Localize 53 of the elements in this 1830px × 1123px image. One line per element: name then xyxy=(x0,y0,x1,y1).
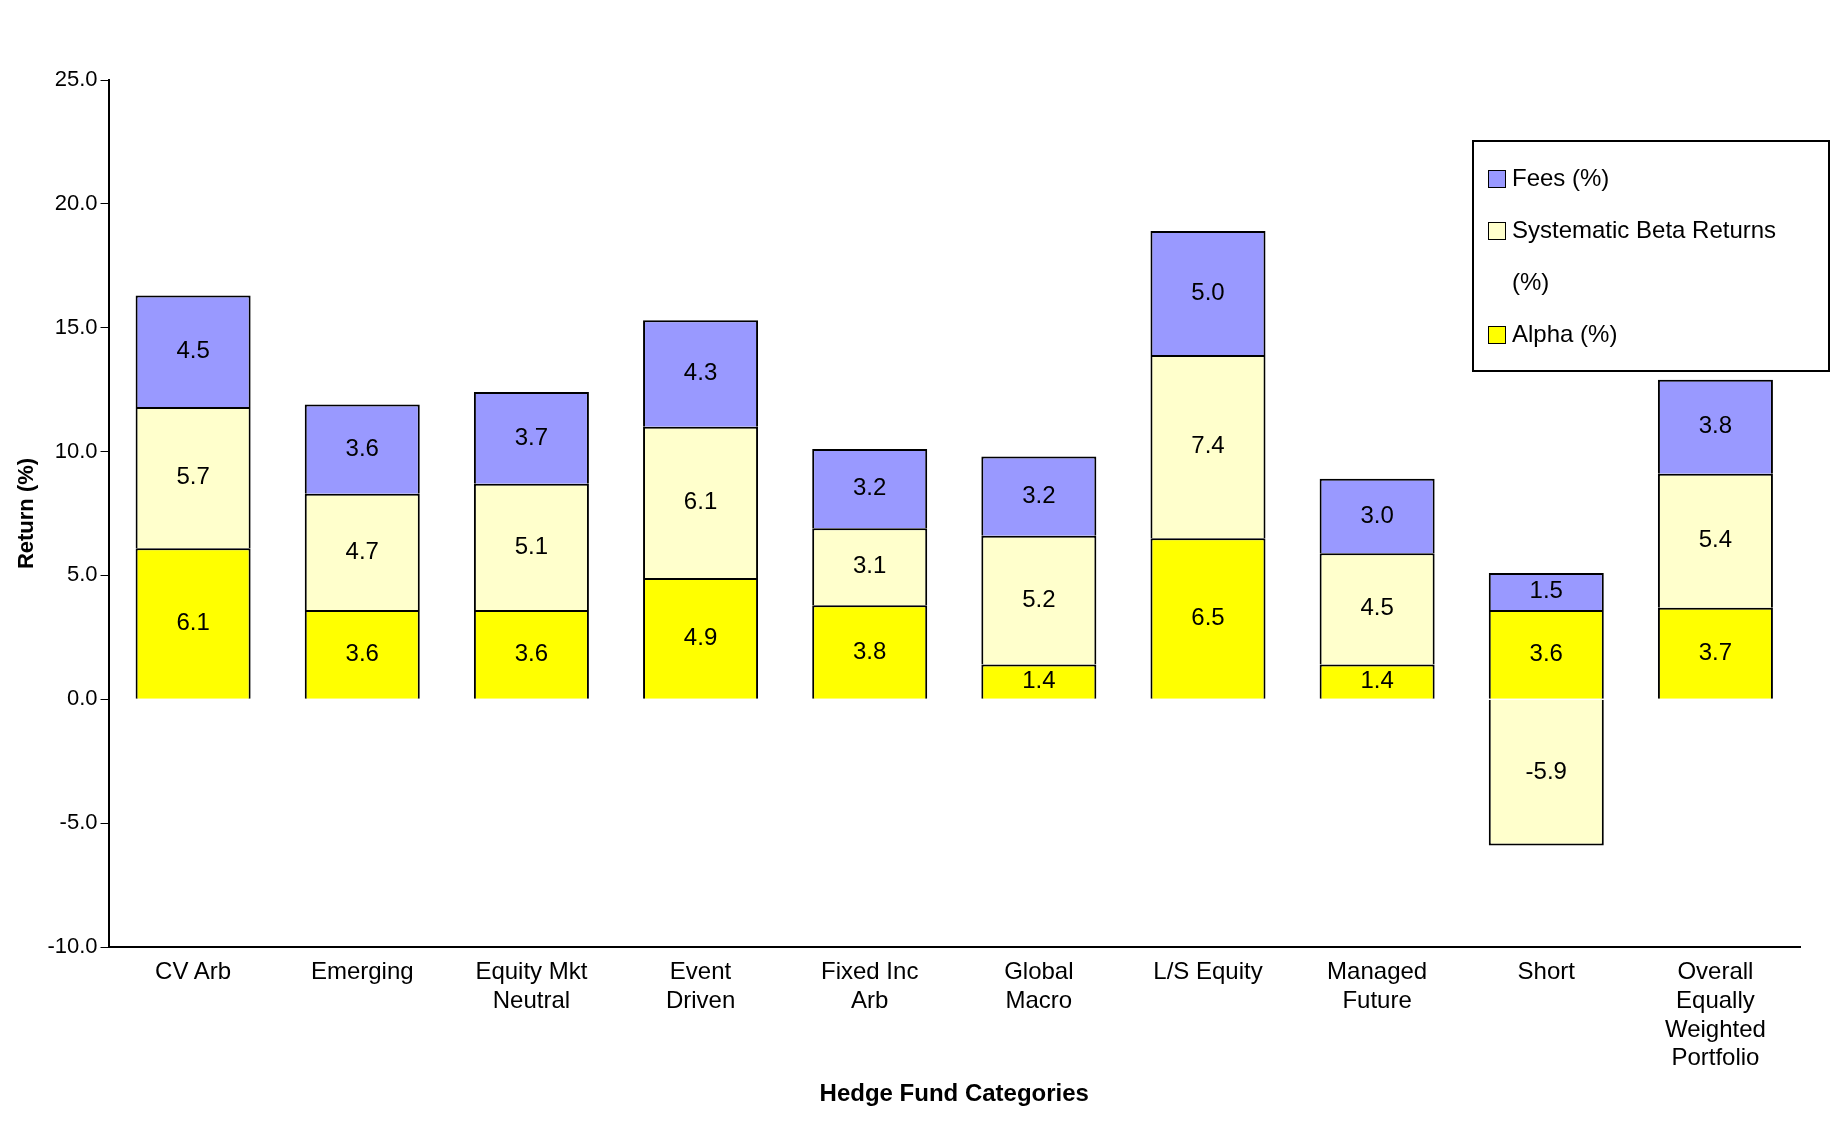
data-label: 3.0 xyxy=(1360,500,1394,528)
data-label: 7.4 xyxy=(1191,431,1225,459)
y-tick-label: -5.0 xyxy=(59,809,98,835)
data-label: 4.3 xyxy=(683,358,718,386)
data-label: 3.8 xyxy=(853,636,887,664)
x-tick-label: Equity Mkt Neutral xyxy=(475,957,588,1013)
data-label: 4.5 xyxy=(1360,593,1394,621)
y-tick-label: 20.0 xyxy=(54,189,98,215)
data-label: 1.5 xyxy=(1529,576,1563,604)
data-label: 6.1 xyxy=(683,486,718,514)
data-label: 5.4 xyxy=(1698,525,1733,553)
data-label: 4.9 xyxy=(683,622,718,650)
data-label: 3.6 xyxy=(345,433,379,461)
y-tick-label: 5.0 xyxy=(66,561,98,587)
x-tick-label: CV Arb xyxy=(155,957,232,985)
data-label: 3.6 xyxy=(345,639,379,667)
data-label: 1.4 xyxy=(1360,666,1394,694)
data-label: 3.6 xyxy=(1529,639,1563,667)
x-tick-label: Managed Future xyxy=(1327,957,1428,1013)
x-tick-label: Overall Equally Weighted Portfolio xyxy=(1664,957,1766,1071)
data-label: 5.2 xyxy=(1022,584,1056,612)
legend-label: Systematic Beta Returns (%) xyxy=(1512,215,1778,297)
x-axis-title: Hedge Fund Categories xyxy=(819,1079,1089,1107)
legend-label: Fees (%) xyxy=(1512,163,1611,193)
y-tick-label: 10.0 xyxy=(54,437,98,463)
data-label: 3.2 xyxy=(1022,480,1056,508)
data-label: -5.9 xyxy=(1525,757,1567,785)
data-label: 6.5 xyxy=(1191,603,1225,631)
data-label: 3.7 xyxy=(514,422,549,450)
data-label: 3.6 xyxy=(514,639,549,667)
y-tick-label: -10.0 xyxy=(47,933,98,959)
x-tick-label: Event Driven xyxy=(665,957,736,1013)
data-label: 3.2 xyxy=(853,473,887,501)
data-label: 1.4 xyxy=(1022,666,1056,694)
x-tick-label: Short xyxy=(1517,957,1576,985)
x-tick-label: L/S Equity xyxy=(1153,957,1263,985)
y-axis-title: Return (%) xyxy=(13,457,39,570)
data-label: 5.0 xyxy=(1191,277,1225,305)
y-tick-label: 0.0 xyxy=(66,685,98,711)
data-label: 4.5 xyxy=(176,335,210,363)
x-tick-label: Fixed Inc Arb xyxy=(821,957,919,1013)
legend-label: Alpha (%) xyxy=(1512,319,1619,349)
data-label: 3.8 xyxy=(1698,411,1733,439)
y-tick-label: 15.0 xyxy=(54,313,98,339)
data-label: 3.7 xyxy=(1698,637,1733,665)
y-tick-label: 25.0 xyxy=(54,66,98,92)
x-tick-label: Emerging xyxy=(310,957,414,985)
data-label: 6.1 xyxy=(176,608,210,636)
data-label: 3.1 xyxy=(853,551,887,579)
data-label: 5.7 xyxy=(176,462,210,490)
data-label: 5.1 xyxy=(514,531,549,559)
data-label: 4.7 xyxy=(345,536,379,564)
x-tick-label: Global Macro xyxy=(1004,957,1074,1013)
